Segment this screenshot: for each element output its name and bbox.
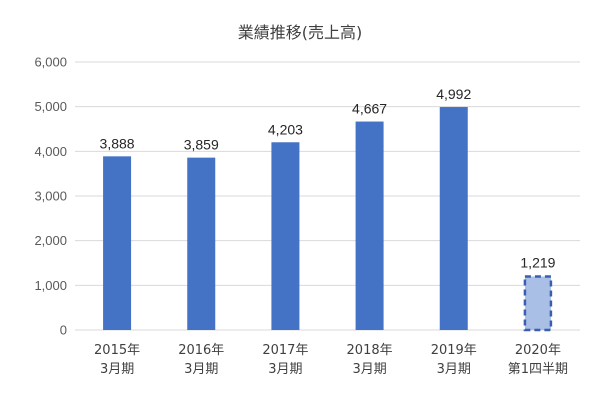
data-label: 4,203 bbox=[268, 121, 303, 137]
bar bbox=[439, 107, 468, 330]
x-tick-label: 第1四半期 bbox=[508, 362, 568, 377]
bar bbox=[523, 275, 553, 332]
y-tick-label: 1,000 bbox=[34, 278, 67, 293]
bar bbox=[271, 142, 300, 330]
bar bbox=[355, 121, 384, 330]
bar bbox=[187, 157, 216, 330]
y-tick-label: 3,000 bbox=[34, 189, 67, 204]
bars bbox=[103, 107, 553, 332]
data-label: 3,859 bbox=[184, 137, 219, 153]
x-tick-label: 3月期 bbox=[268, 362, 302, 377]
data-label: 1,219 bbox=[520, 255, 555, 271]
y-tick-label: 0 bbox=[60, 323, 67, 338]
x-tick-label: 3月期 bbox=[352, 362, 386, 377]
data-label: 4,667 bbox=[352, 101, 387, 117]
y-tick-label: 5,000 bbox=[34, 99, 67, 114]
y-tick-label: 2,000 bbox=[34, 233, 67, 248]
x-axis-ticks: 2015年 3月期 2016年 3月期 2017年 3月期 2018年 3月期 2019年 3月期… bbox=[94, 343, 568, 377]
x-tick-label: 2017年 bbox=[262, 343, 308, 358]
x-tick-label: 2015年 bbox=[94, 343, 140, 358]
x-tick-label: 2018年 bbox=[347, 343, 393, 358]
x-tick-label: 3月期 bbox=[100, 362, 134, 377]
chart-title: 業績推移(売上高) bbox=[238, 23, 363, 42]
bar bbox=[103, 156, 132, 330]
x-tick-label: 3月期 bbox=[184, 362, 218, 377]
x-tick-label: 3月期 bbox=[437, 362, 471, 377]
x-tick-label: 2016年 bbox=[178, 343, 224, 358]
y-axis-ticks: 0 1,000 2,000 3,000 4,000 5,000 6,000 bbox=[34, 55, 67, 338]
data-label: 3,888 bbox=[100, 135, 135, 151]
x-tick-label: 2020年 bbox=[515, 343, 561, 358]
x-tick-label: 2019年 bbox=[431, 343, 477, 358]
data-labels: 3,888 3,859 4,203 4,667 4,992 1,219 bbox=[100, 86, 556, 271]
y-tick-label: 6,000 bbox=[34, 55, 67, 70]
data-label: 4,992 bbox=[436, 86, 471, 102]
y-tick-label: 4,000 bbox=[34, 144, 67, 159]
gridlines bbox=[75, 61, 580, 331]
